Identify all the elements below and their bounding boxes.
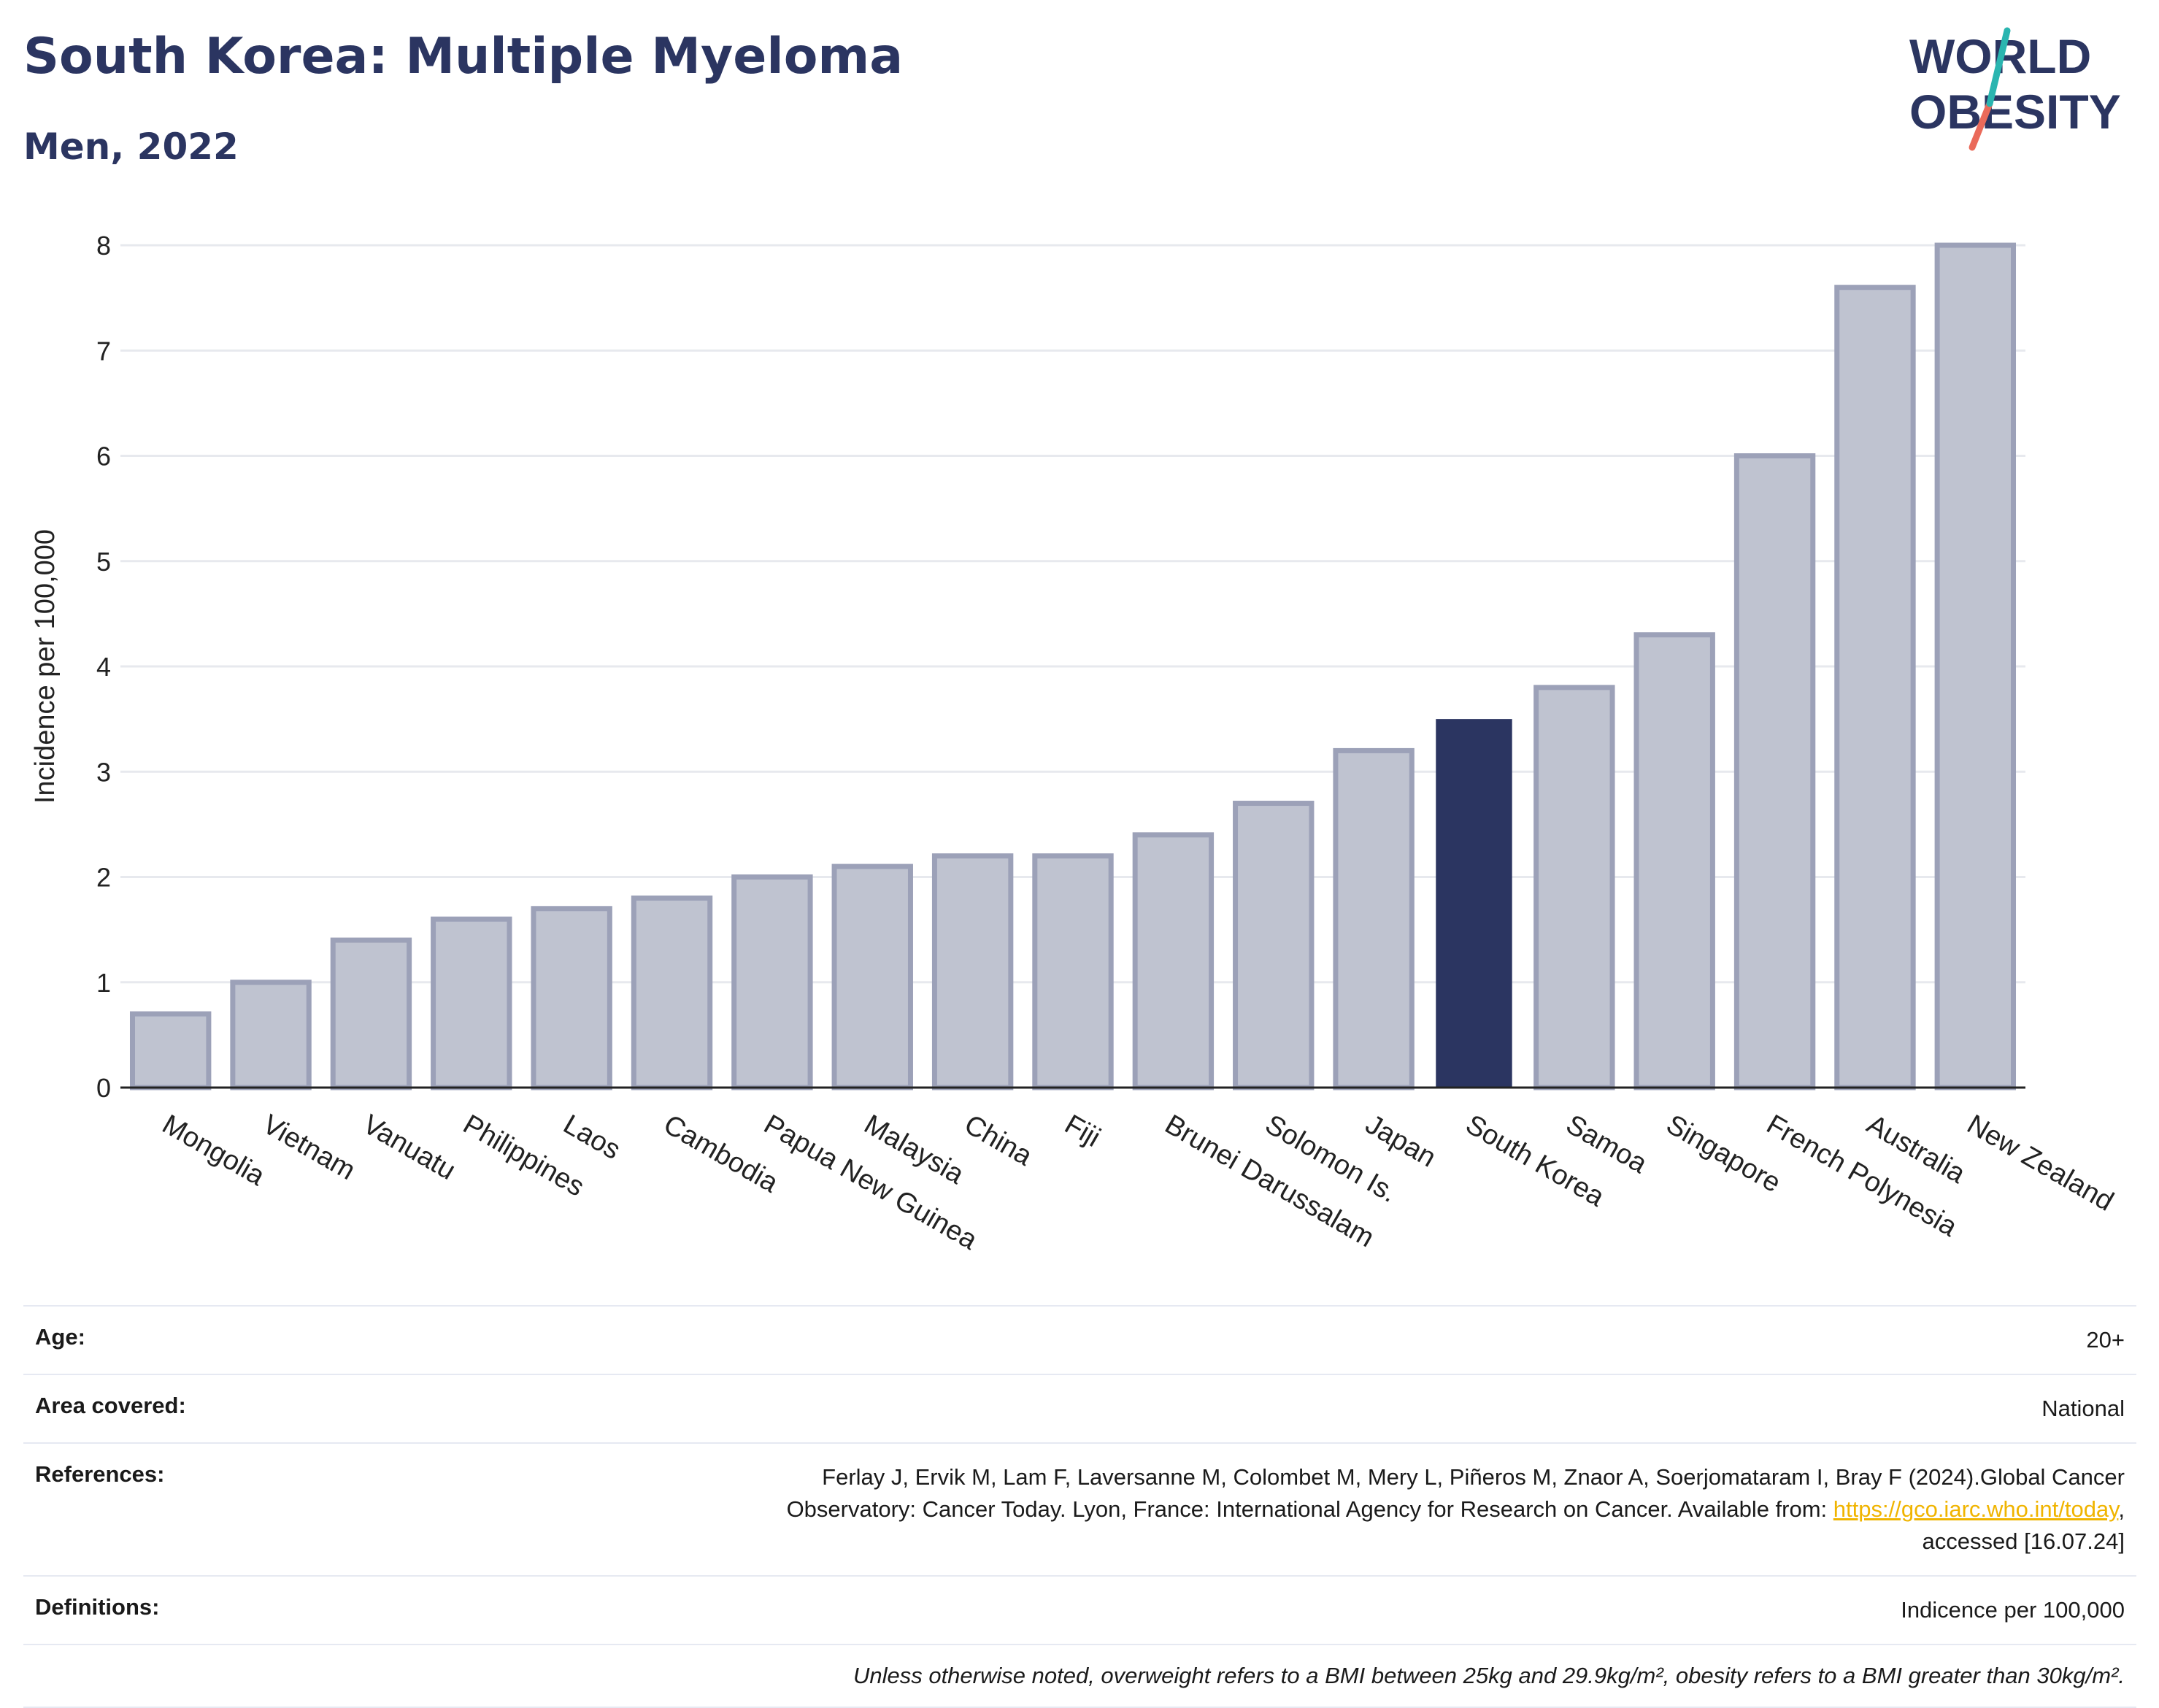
bar-french-polynesia xyxy=(1733,453,1816,1090)
info-row-area: Area covered: National xyxy=(23,1374,2136,1442)
bar-philippines xyxy=(431,916,512,1090)
info-table: Age: 20+ Area covered: National Referenc… xyxy=(23,1305,2136,1708)
bar-solomon-is xyxy=(1233,801,1315,1090)
references-line2-end: , xyxy=(2118,1496,2125,1522)
logo-slash-coral xyxy=(1969,100,1993,151)
bar-vietnam xyxy=(230,980,312,1090)
y-tick-label: 1 xyxy=(96,968,111,998)
references-link[interactable]: https://gco.iarc.who.int/today xyxy=(1833,1496,2119,1522)
area-label: Area covered: xyxy=(35,1393,186,1418)
bar-new-zealand xyxy=(1934,242,2017,1090)
info-row-note: Unless otherwise noted, overweight refer… xyxy=(23,1644,2136,1708)
x-tick-label: Cambodia xyxy=(658,1109,784,1199)
y-tick-label: 4 xyxy=(96,652,111,682)
bar-fiji xyxy=(1032,853,1114,1090)
references-line1: Ferlay J, Ervik M, Lam F, Laversanne M, … xyxy=(822,1464,2125,1490)
bar-japan xyxy=(1333,747,1415,1090)
x-tick-label: Vietnam xyxy=(258,1109,361,1186)
y-tick-label: 6 xyxy=(96,442,111,472)
x-tick-label: China xyxy=(959,1109,1038,1172)
references-label: References: xyxy=(35,1461,165,1487)
references-value: Ferlay J, Ervik M, Lam F, Laversanne M, … xyxy=(787,1461,2125,1558)
bar-papua-new-guinea xyxy=(731,874,813,1090)
info-row-age: Age: 20+ xyxy=(23,1305,2136,1374)
y-tick-label: 2 xyxy=(96,863,111,893)
references-line2: Observatory: Cancer Today. Lyon, France:… xyxy=(786,1496,1833,1522)
bar-cambodia xyxy=(631,895,713,1090)
y-axis-label: Incidence per 100,000 xyxy=(30,529,61,804)
info-row-definitions: Definitions: Indicence per 100,000 xyxy=(23,1575,2136,1644)
bar-singapore xyxy=(1633,632,1715,1090)
bar-vanuatu xyxy=(330,937,412,1090)
chart-title: South Korea: Multiple Myeloma xyxy=(23,28,904,85)
bars xyxy=(129,242,2017,1090)
area-value: National xyxy=(2041,1396,2125,1421)
world-obesity-logo: WORLD OBESITY xyxy=(1909,27,2121,151)
x-tick-label: New Zealand xyxy=(1962,1109,2119,1217)
bar-china xyxy=(931,853,1014,1090)
bar-south-korea xyxy=(1436,719,1512,1088)
logo-slash-teal xyxy=(1986,27,2011,107)
bar-australia xyxy=(1834,285,1916,1090)
references-line3: accessed [16.07.24] xyxy=(1922,1528,2125,1554)
chart-subtitle: Men, 2022 xyxy=(23,126,239,168)
y-axis-ticks: 0 1 2 3 4 5 6 7 8 xyxy=(96,231,111,1103)
bar-samoa xyxy=(1533,685,1615,1090)
bar-laos xyxy=(531,906,612,1090)
x-tick-label: Singapore xyxy=(1661,1109,1786,1199)
bmi-note: Unless otherwise noted, overweight refer… xyxy=(853,1663,2125,1688)
x-tick-label: Mongolia xyxy=(157,1109,270,1192)
x-tick-label: Fiji xyxy=(1060,1109,1106,1153)
bar-mongolia xyxy=(129,1011,212,1090)
bar-chart: 0 1 2 3 4 5 6 7 8 MongoliaVietnamVanuatuPhilippi… xyxy=(30,231,2119,1256)
age-label: Age: xyxy=(35,1324,85,1350)
y-tick-label: 0 xyxy=(96,1073,111,1103)
y-tick-label: 5 xyxy=(96,547,111,577)
bar-malaysia xyxy=(831,863,913,1090)
age-value: 20+ xyxy=(2086,1327,2125,1353)
x-tick-label: Vanuatu xyxy=(358,1109,461,1186)
y-tick-label: 7 xyxy=(96,336,111,366)
logo-line2: OBESITY xyxy=(1909,85,2121,139)
bar-brunei-darussalam xyxy=(1132,832,1215,1090)
x-tick-label: Laos xyxy=(558,1109,626,1166)
x-tick-label: Japan xyxy=(1361,1109,1442,1173)
definitions-value: Indicence per 100,000 xyxy=(1901,1597,2125,1623)
info-row-references: References: Ferlay J, Ervik M, Lam F, La… xyxy=(23,1442,2136,1575)
y-tick-label: 3 xyxy=(96,757,111,787)
y-tick-label: 8 xyxy=(96,231,111,261)
definitions-label: Definitions: xyxy=(35,1594,160,1620)
